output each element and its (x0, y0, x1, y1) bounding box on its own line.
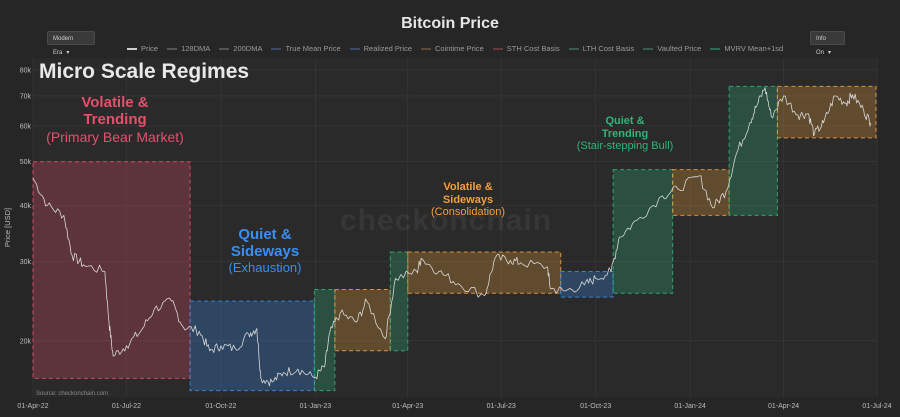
x-tick-label: 01-Oct-22 (205, 403, 236, 410)
y-axis-label: Price [USD] (3, 208, 12, 247)
x-tick-label: 01-Jul-23 (487, 403, 516, 410)
legend-label: True Mean Price (285, 44, 341, 53)
y-tick-label: 20k (20, 338, 32, 345)
legend-item[interactable]: Realized Price (349, 44, 412, 53)
regime-box (389, 251, 409, 352)
legend-label: Vaulted Price (657, 44, 702, 53)
legend-item[interactable]: Vaulted Price (643, 44, 701, 53)
bull-subtitle: (Stair-stepping Bull) (576, 140, 674, 153)
regime-box (612, 169, 674, 294)
legend-item[interactable]: STH Cost Basis (492, 44, 560, 53)
x-tick-label: 01-Jan-24 (674, 403, 706, 410)
exh-title-line2: Sideways (230, 243, 300, 261)
x-tick-label: 01-Apr-22 (17, 403, 48, 410)
bear-title-line1: Volatile & (81, 94, 149, 111)
legend-swatch (643, 48, 654, 51)
legend-label: MVRV Mean+1sd (724, 44, 784, 53)
y-tick-label: 50k (20, 159, 32, 166)
exhaustion-annotation: Quiet & Sideways (Exhaustion) (210, 226, 320, 275)
legend-item[interactable]: LTH Cost Basis (568, 44, 635, 53)
chevron-down-icon: ▾ (66, 50, 70, 56)
y-tick-label: 30k (20, 259, 32, 266)
watermark: checkonchain (340, 204, 553, 237)
regime-box (560, 271, 614, 298)
chevron-down-icon: ▾ (828, 50, 832, 56)
regime-box (776, 85, 877, 139)
x-tick-label: 01-Jan-23 (300, 403, 332, 410)
x-tick-label: 01-Apr-24 (768, 403, 799, 410)
y-tick-label: 40k (20, 203, 32, 210)
legend-swatch (349, 48, 360, 51)
regimes-heading: Micro Scale Regimes (39, 60, 250, 83)
legend-label: Realized Price (363, 44, 412, 53)
info-dropdown-label: Info On (816, 36, 827, 56)
regime-box (728, 85, 778, 216)
legend-item[interactable]: 128DMA (167, 44, 210, 53)
legend-item[interactable]: MVRV Mean+1sd (710, 44, 783, 53)
bull-title-line1: Quiet & (605, 115, 645, 127)
price-line (32, 87, 872, 387)
regime-box (189, 300, 315, 392)
legend-label: Price (141, 44, 159, 53)
legend-item[interactable]: 200DMA (219, 44, 262, 53)
info-dropdown[interactable]: Info On ▾ (810, 31, 845, 56)
legend-label: 200DMA (233, 44, 263, 53)
exh-title-line1: Quiet & (238, 226, 292, 243)
legend-swatch (167, 48, 178, 51)
bear-title-line2: Trending (83, 111, 147, 129)
x-tick-label: 01-Oct-23 (580, 403, 611, 410)
consolidation-annotation: Volatile & Sideways (Consolidation) (418, 181, 518, 219)
era-dropdown[interactable]: Modern Era ▾ (47, 31, 95, 56)
legend-label: Cointime Price (435, 44, 484, 53)
chart-legend: Price 128DMA 200DMA True Mean Price Realized… (127, 44, 792, 53)
y-tick-label: 60k (20, 124, 32, 131)
bear-market-annotation: Volatile & Trending (Primary Bear Market… (30, 94, 200, 145)
legend-swatch (271, 48, 282, 51)
cons-title-line1: Volatile & (443, 181, 493, 193)
legend-label: 128DMA (181, 44, 211, 53)
bull-title-line2: Trending (601, 127, 649, 140)
bear-subtitle: (Primary Bear Market) (46, 128, 184, 145)
legend-swatch (492, 48, 503, 51)
cons-title-line2: Sideways (442, 193, 494, 206)
bull-annotation: Quiet & Trending (Stair-stepping Bull) (560, 115, 690, 153)
legend-item[interactable]: Cointime Price (421, 44, 484, 53)
y-tick-label: 70k (20, 93, 32, 100)
exh-subtitle: (Exhaustion) (228, 259, 302, 275)
legend-item[interactable]: Price (127, 44, 158, 53)
y-tick-label: 80k (20, 67, 32, 74)
chart-title: Bitcoin Price (401, 15, 499, 32)
legend-item[interactable]: True Mean Price (271, 44, 341, 53)
era-dropdown-label: Modern Era (53, 36, 74, 56)
x-tick-label: 01-Jul-22 (112, 403, 141, 410)
regime-box (334, 289, 391, 352)
legend-label: LTH Cost Basis (582, 44, 635, 53)
legend-swatch (127, 48, 137, 51)
x-tick-label: 01-Apr-23 (392, 403, 423, 410)
legend-swatch (219, 48, 230, 51)
cons-subtitle: (Consolidation) (431, 206, 505, 219)
legend-swatch (710, 48, 721, 51)
legend-swatch (421, 48, 431, 51)
legend-swatch (568, 48, 579, 51)
regime-box (407, 251, 562, 294)
legend-label: STH Cost Basis (506, 44, 560, 53)
x-tick-label: 01-Jul-24 (862, 403, 891, 410)
source-note: Source: checkonchain.com (36, 391, 109, 397)
